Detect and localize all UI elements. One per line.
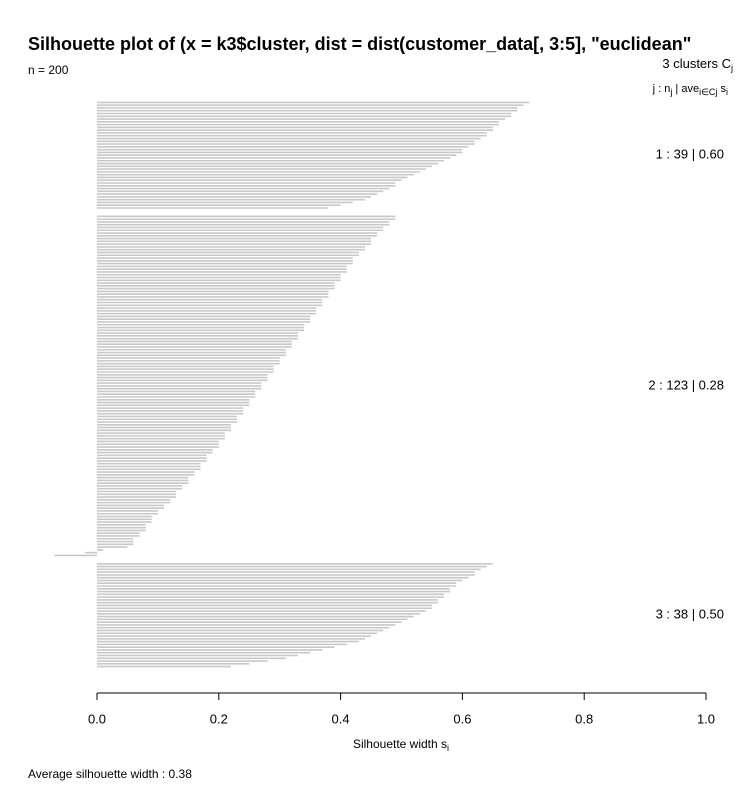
column-header-sub: j <box>669 87 672 97</box>
x-axis-title-sub: i <box>447 743 449 753</box>
legend-title: 3 clusters Cj <box>662 56 733 73</box>
cluster-label: 2 : 123 | 0.28 <box>648 377 724 392</box>
column-header: j : nj | avei∈Cj si <box>652 83 728 97</box>
column-header-part: | ave <box>672 83 699 95</box>
legend-title-sub: j <box>730 63 733 73</box>
footer: Average silhouette width : 0.38 <box>28 767 192 781</box>
x-axis-title: Silhouette width si <box>353 737 449 753</box>
x-tick-label: 0.6 <box>453 711 471 726</box>
x-tick-label: 0.2 <box>210 711 228 726</box>
column-header-sub: i∈Cj <box>699 87 717 97</box>
column-header-part: s <box>717 83 726 95</box>
subtitle: n = 200 <box>28 63 69 77</box>
x-tick-label: 1.0 <box>697 711 715 726</box>
column-header-part: j : n <box>652 83 671 95</box>
column-header-sub: i <box>726 87 728 97</box>
x-tick-label: 0.8 <box>575 711 593 726</box>
cluster-label: 3 : 38 | 0.50 <box>656 607 724 622</box>
chart-title: Silhouette plot of (x = k3$cluster, dist… <box>28 34 691 54</box>
x-tick-label: 0.0 <box>88 711 106 726</box>
cluster-label: 1 : 39 | 0.60 <box>656 147 724 162</box>
x-axis-title-part: Silhouette width s <box>353 737 447 751</box>
legend-title-part: 3 clusters C <box>662 56 731 71</box>
x-tick-label: 0.4 <box>332 711 350 726</box>
